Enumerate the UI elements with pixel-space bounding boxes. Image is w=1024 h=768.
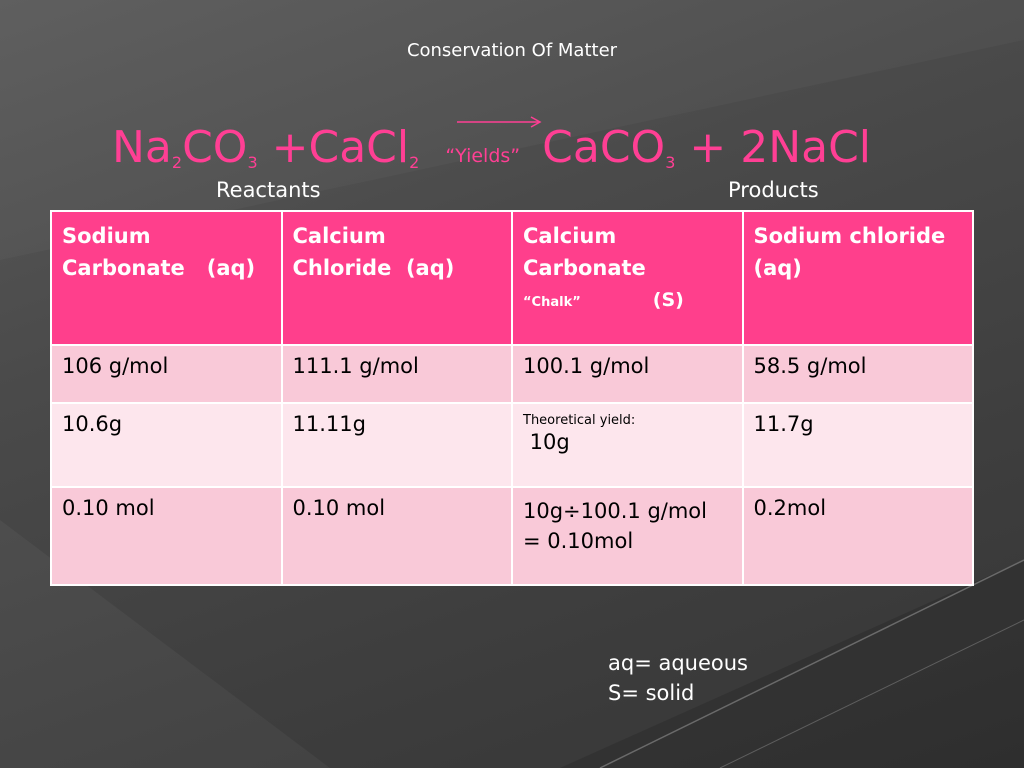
theoretical-yield-value: 10g	[523, 430, 570, 454]
legend: aq= aqueous S= solid	[608, 648, 748, 708]
equation-subscript: 3	[665, 153, 676, 172]
calculation-line: 10g÷100.1 g/mol	[523, 499, 707, 523]
equation-carbonate: CO	[182, 122, 248, 173]
header-sodium-chloride: Sodium chloride (aq)	[741, 210, 974, 346]
equation-subscript: 2	[409, 153, 420, 172]
header-line: Sodium	[62, 224, 151, 248]
header-line: Calcium	[292, 224, 386, 248]
equation-calcium-carbonate: CaCO	[542, 122, 666, 173]
table-row-molar-mass: 106 g/mol 111.1 g/mol 100.1 g/mol 58.5 g…	[50, 344, 974, 404]
table-cell: 10.6g	[50, 402, 283, 488]
stoichiometry-table: Sodium Carbonate (aq) Calcium Chloride (…	[50, 210, 974, 586]
table-cell-calculation: 10g÷100.1 g/mol = 0.10mol	[511, 486, 744, 586]
header-sodium-carbonate: Sodium Carbonate (aq)	[50, 210, 283, 346]
table-cell: 0.10 mol	[50, 486, 283, 586]
products-label: Products	[728, 178, 819, 202]
arrow-right-icon	[457, 116, 542, 128]
table-cell: 0.10 mol	[280, 486, 513, 586]
reactants-label: Reactants	[216, 178, 321, 202]
header-line: Chloride (aq)	[292, 256, 455, 280]
legend-solid: S= solid	[608, 681, 695, 705]
equation-calcium-chloride: +CaCl	[257, 122, 410, 173]
table-cell: 58.5 g/mol	[741, 344, 974, 404]
table-cell: 106 g/mol	[50, 344, 283, 404]
table-row-mass: 10.6g 11.11g Theoretical yield: 10g 11.7…	[50, 402, 974, 488]
table-cell: 111.1 g/mol	[280, 344, 513, 404]
table-header-row: Sodium Carbonate (aq) Calcium Chloride (…	[50, 210, 974, 346]
equation-sodium: Na	[112, 122, 172, 173]
state-label: (S)	[652, 289, 684, 311]
table-cell: 0.2mol	[741, 486, 974, 586]
table-row-moles: 0.10 mol 0.10 mol 10g÷100.1 g/mol = 0.10…	[50, 486, 974, 586]
yields-label: “Yields”	[445, 116, 542, 182]
header-line: (aq)	[753, 256, 802, 280]
theoretical-yield-label: Theoretical yield:	[523, 413, 636, 428]
header-line: Sodium chloride	[753, 224, 946, 248]
equation-sodium-chloride: + 2NaCl	[675, 122, 872, 173]
chemical-equation: Na2CO3 +CaCl2 “Yields” CaCO3 + 2NaCl	[112, 116, 932, 183]
slide-title: Conservation Of Matter	[406, 40, 618, 61]
header-line: Carbonate (aq)	[62, 256, 256, 280]
header-line: Carbonate	[523, 256, 646, 280]
header-calcium-chloride: Calcium Chloride (aq)	[280, 210, 513, 346]
header-line: Calcium	[523, 224, 617, 248]
calculation-line: = 0.10mol	[523, 529, 634, 553]
table-cell: 11.7g	[741, 402, 974, 488]
table-cell: 100.1 g/mol	[511, 344, 744, 404]
chalk-note: “Chalk”	[523, 295, 581, 310]
header-note: “Chalk” (S)	[523, 284, 732, 319]
header-calcium-carbonate: Calcium Carbonate “Chalk” (S)	[511, 210, 744, 346]
equation-subscript: 3	[247, 153, 258, 172]
equation-subscript: 2	[171, 153, 183, 172]
legend-aqueous: aq= aqueous	[608, 651, 748, 675]
yields-text: “Yields”	[445, 145, 521, 167]
table-cell-theoretical-yield: Theoretical yield: 10g	[511, 402, 744, 488]
table-cell: 11.11g	[280, 402, 513, 488]
